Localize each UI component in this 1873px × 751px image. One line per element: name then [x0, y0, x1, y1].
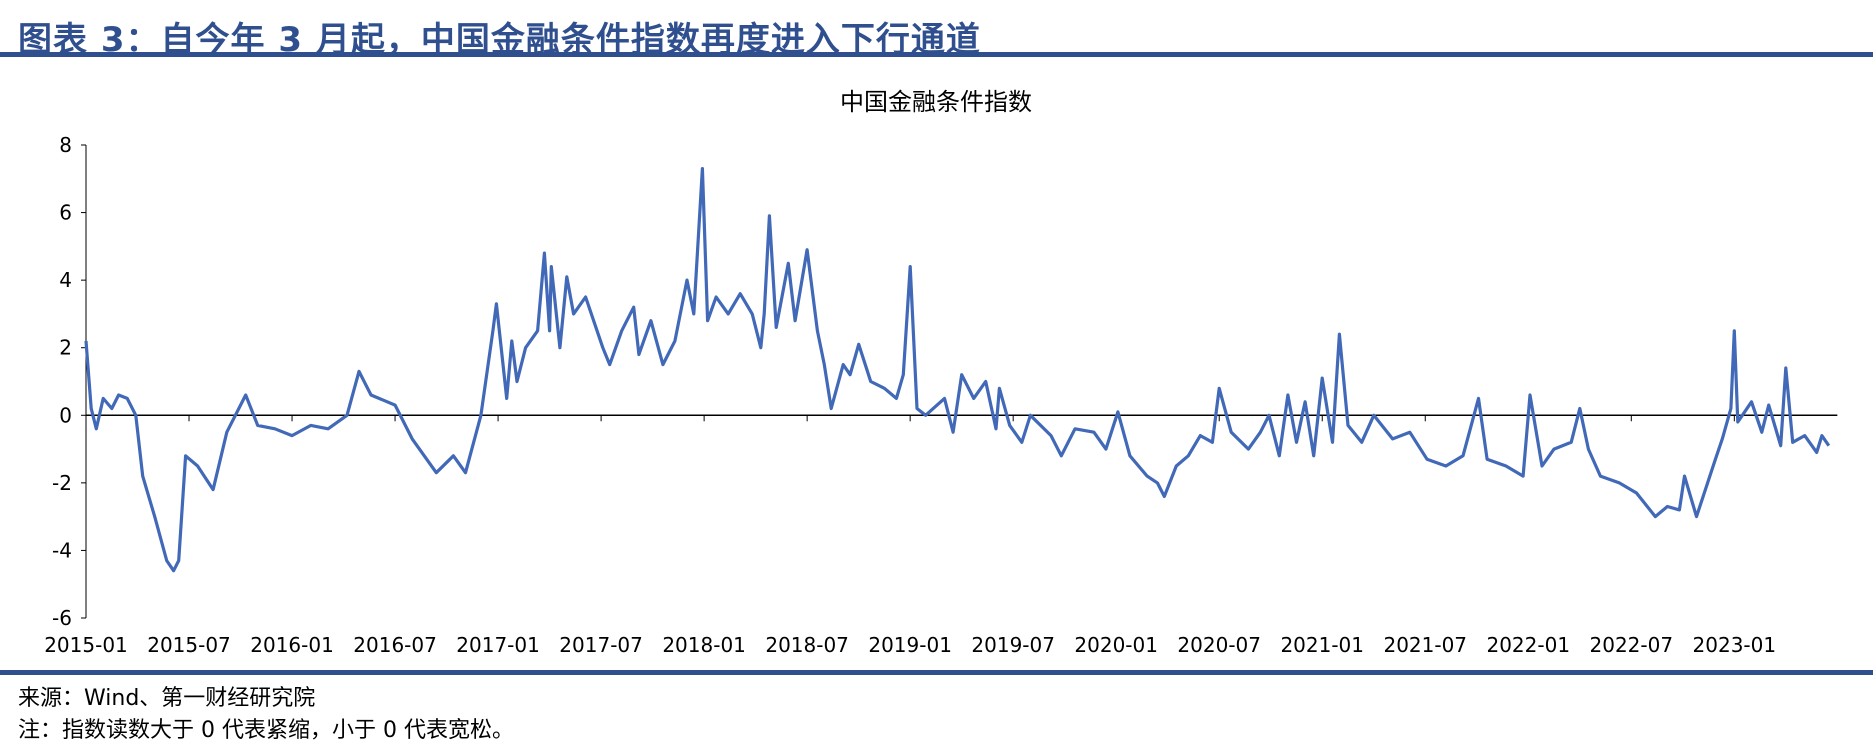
- x-tick-label: 2022-01: [1486, 633, 1570, 657]
- chart-title: 中国金融条件指数: [840, 88, 1032, 116]
- y-tick-label: 0: [59, 403, 72, 427]
- source-text: 来源：Wind、第一财经研究院: [18, 686, 316, 711]
- series-group: [84, 167, 1831, 573]
- x-tick-label: 2021-07: [1383, 633, 1467, 657]
- x-tick-label: 2019-01: [868, 633, 952, 657]
- x-tick-label: 2019-07: [971, 633, 1055, 657]
- x-tick-label: 2015-07: [147, 633, 231, 657]
- y-tick-label: -2: [52, 471, 72, 495]
- x-tick-label: 2021-01: [1280, 633, 1364, 657]
- x-tick-label: 2017-01: [456, 633, 540, 657]
- x-tick-label: 2023-01: [1693, 633, 1777, 657]
- y-tick-label: 4: [59, 268, 72, 292]
- top-divider: [0, 52, 1873, 57]
- x-tick-label: 2022-07: [1590, 633, 1674, 657]
- x-tick-label: 2016-07: [353, 633, 437, 657]
- x-tick-label: 2015-01: [44, 633, 128, 657]
- series-line: [84, 167, 1831, 573]
- y-tick-label: 8: [59, 133, 72, 157]
- y-tick-label: -4: [52, 538, 72, 562]
- y-tick-label: 6: [59, 201, 72, 225]
- x-tick-label: 2018-01: [662, 633, 746, 657]
- x-tick-label: 2017-07: [559, 633, 643, 657]
- bottom-divider: [0, 670, 1873, 675]
- x-tick-label: 2020-07: [1177, 633, 1261, 657]
- note-text: 注：指数读数大于 0 代表紧缩，小于 0 代表宽松。: [18, 718, 514, 743]
- y-tick-label: -6: [52, 606, 72, 630]
- x-tick-label: 2020-01: [1074, 633, 1158, 657]
- y-tick-label: 2: [59, 336, 72, 360]
- axes: 8 6 4 2 0 -2 -4 -6 2015-01 2015-07 2016-01 2016-07 2…: [44, 133, 1838, 657]
- x-tick-label: 2016-01: [250, 633, 334, 657]
- x-tick-label: 2018-07: [765, 633, 849, 657]
